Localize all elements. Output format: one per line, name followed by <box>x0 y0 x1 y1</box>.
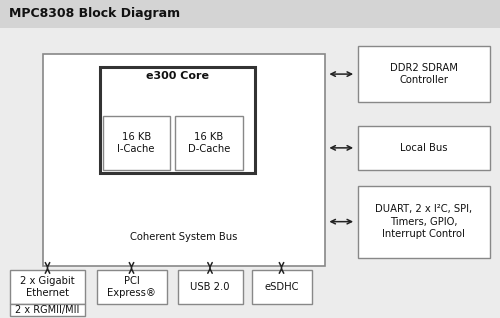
Bar <box>10 304 85 316</box>
Text: Local Bus: Local Bus <box>400 143 448 153</box>
Text: Coherent System Bus: Coherent System Bus <box>130 232 238 242</box>
Bar <box>358 186 490 258</box>
Bar <box>42 54 325 266</box>
Text: DUART, 2 x I²C, SPI,
Timers, GPIO,
Interrupt Control: DUART, 2 x I²C, SPI, Timers, GPIO, Inter… <box>375 204 472 239</box>
Text: 2 x RGMII/MII: 2 x RGMII/MII <box>16 305 80 315</box>
Bar <box>252 270 312 304</box>
Text: 16 KB
I-Cache: 16 KB I-Cache <box>118 132 155 154</box>
Text: USB 2.0: USB 2.0 <box>190 282 230 292</box>
Bar <box>96 270 166 304</box>
Bar <box>178 270 242 304</box>
Text: eSDHC: eSDHC <box>264 282 299 292</box>
Bar <box>358 46 490 102</box>
Text: 16 KB
D-Cache: 16 KB D-Cache <box>188 132 230 154</box>
Bar <box>175 116 242 170</box>
Text: DDR2 SDRAM
Controller: DDR2 SDRAM Controller <box>390 63 458 85</box>
Bar <box>10 270 85 304</box>
Text: MPC8308 Block Diagram: MPC8308 Block Diagram <box>9 8 180 20</box>
Text: PCI
Express®: PCI Express® <box>107 276 156 298</box>
Bar <box>102 116 170 170</box>
Text: e300 Core: e300 Core <box>146 71 209 81</box>
Bar <box>100 67 255 173</box>
Text: 2 x Gigabit
Ethernet: 2 x Gigabit Ethernet <box>20 276 75 298</box>
Bar <box>358 126 490 170</box>
Bar <box>0 0 500 28</box>
